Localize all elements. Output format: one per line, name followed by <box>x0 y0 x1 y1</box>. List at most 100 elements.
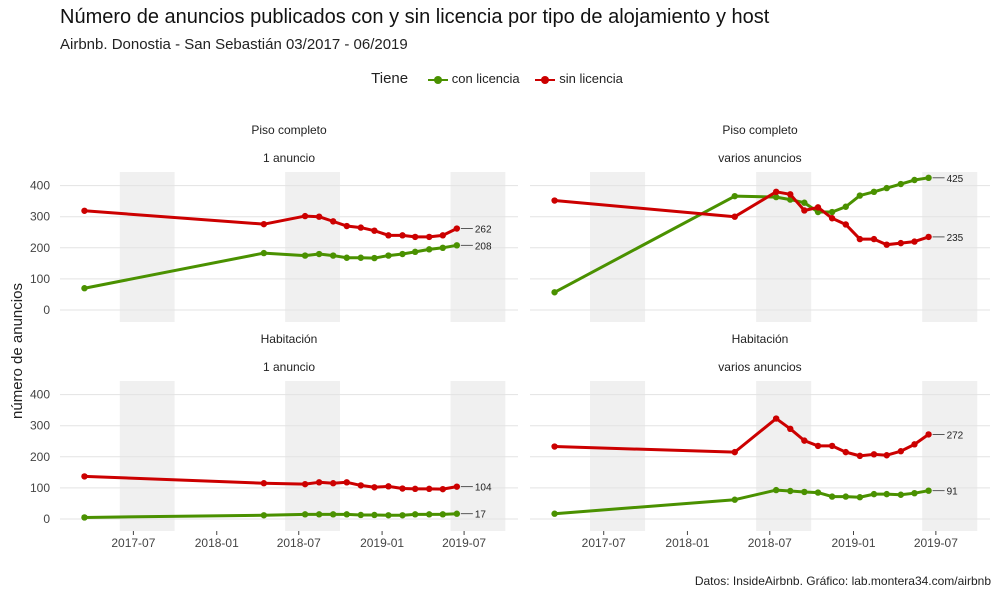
x-tick-label: 2018-01 <box>195 536 239 550</box>
data-point-sin-licencia <box>856 452 864 460</box>
data-point-sin-licencia <box>260 220 268 228</box>
data-point-con-licencia <box>856 494 864 501</box>
data-point-sin-licencia <box>870 235 878 243</box>
end-value-label: 425 <box>947 174 964 185</box>
data-point-sin-licencia <box>842 448 849 456</box>
data-point-sin-licencia <box>301 480 309 488</box>
data-point-con-licencia <box>411 248 419 256</box>
end-value-label: 272 <box>947 430 964 441</box>
data-point-sin-licencia <box>925 233 932 241</box>
y-tick-label: 400 <box>30 179 50 193</box>
data-point-con-licencia <box>371 254 378 262</box>
data-point-con-licencia <box>787 487 794 495</box>
data-point-con-licencia <box>828 208 836 216</box>
data-point-con-licencia <box>426 511 433 518</box>
data-point-sin-licencia <box>411 485 419 493</box>
legend-swatch-sin-licencia <box>535 75 556 85</box>
legend-item-sin-licencia[interactable]: sin licencia <box>535 71 623 86</box>
data-point-sin-licencia <box>439 485 446 493</box>
facet-strip-label: Habitación <box>732 332 789 346</box>
x-tick-label: 2019-01 <box>831 536 875 550</box>
facet-strip-label: Habitación <box>261 332 318 346</box>
data-point-sin-licencia <box>883 241 890 248</box>
data-point-con-licencia <box>842 203 849 210</box>
data-point-con-licencia <box>842 493 849 500</box>
legend-swatch-con-licencia <box>427 75 448 85</box>
data-point-con-licencia <box>925 174 932 182</box>
end-value-label: 17 <box>475 510 487 521</box>
summer-shading <box>922 172 978 322</box>
legend-title: Tiene <box>371 70 409 88</box>
data-point-sin-licencia <box>315 213 323 220</box>
end-value-label: 104 <box>475 483 492 494</box>
y-tick-label: 300 <box>30 210 50 224</box>
data-point-con-licencia <box>315 250 323 258</box>
data-point-sin-licencia <box>343 222 350 230</box>
data-point-con-licencia <box>551 289 558 296</box>
data-point-con-licencia <box>301 511 309 518</box>
data-point-con-licencia <box>870 188 878 196</box>
data-point-sin-licencia <box>399 232 406 239</box>
data-point-con-licencia <box>772 193 780 201</box>
data-point-sin-licencia <box>801 437 808 444</box>
y-tick-label: 200 <box>30 241 50 255</box>
data-point-con-licencia <box>343 254 350 261</box>
data-point-con-licencia <box>371 511 378 519</box>
data-point-con-licencia <box>399 512 406 519</box>
data-point-sin-licencia <box>315 479 323 486</box>
end-value-label: 235 <box>947 233 964 244</box>
y-tick-label: 400 <box>30 388 50 402</box>
data-point-con-licencia <box>731 192 738 200</box>
facet-strip-label: varios anuncios <box>718 151 801 165</box>
data-point-sin-licencia <box>870 451 878 458</box>
summer-shading <box>590 172 646 322</box>
data-point-sin-licencia <box>385 232 392 239</box>
data-point-con-licencia <box>260 512 268 519</box>
legend-item-con-licencia[interactable]: con licencia <box>427 71 520 87</box>
data-point-sin-licencia <box>357 224 365 231</box>
facet-strip-label: 1 anuncio <box>263 360 315 374</box>
data-point-con-licencia <box>883 490 890 498</box>
data-point-sin-licencia <box>911 441 918 448</box>
data-point-con-licencia <box>81 514 88 521</box>
x-tick-label: 2019-01 <box>360 536 404 550</box>
summer-shading <box>119 172 175 322</box>
data-point-sin-licencia <box>357 482 365 489</box>
data-point-sin-licencia <box>883 452 890 459</box>
data-point-con-licencia <box>925 487 932 494</box>
data-point-con-licencia <box>897 491 905 498</box>
data-point-con-licencia <box>81 285 88 292</box>
legend-label-sin-licencia: sin licencia <box>559 71 623 87</box>
data-point-sin-licencia <box>260 480 268 487</box>
data-point-sin-licencia <box>81 207 88 214</box>
chart-subtitle: Airbnb. Donostia - San Sebastián 03/2017… <box>60 36 408 53</box>
data-point-con-licencia <box>329 252 337 259</box>
data-point-sin-licencia <box>772 188 780 196</box>
legend-label-con-licencia: con licencia <box>451 71 520 87</box>
y-tick-label: 100 <box>30 481 50 495</box>
data-point-sin-licencia <box>772 415 780 422</box>
data-point-sin-licencia <box>787 425 794 433</box>
y-tick-label: 300 <box>30 419 50 433</box>
data-point-sin-licencia <box>329 480 337 487</box>
data-point-con-licencia <box>911 489 918 497</box>
data-point-sin-licencia <box>439 232 446 239</box>
x-tick-label: 2017-07 <box>111 536 155 550</box>
data-point-con-licencia <box>911 176 918 184</box>
data-point-con-licencia <box>315 511 323 518</box>
x-tick-label: 2017-07 <box>582 536 626 550</box>
data-point-sin-licencia <box>426 485 433 493</box>
data-point-sin-licencia <box>411 233 419 241</box>
data-point-sin-licencia <box>81 473 88 480</box>
data-point-con-licencia <box>883 184 890 192</box>
data-point-sin-licencia <box>814 442 822 450</box>
data-point-sin-licencia <box>925 431 932 438</box>
y-tick-label: 100 <box>30 272 50 286</box>
data-point-con-licencia <box>772 486 780 494</box>
data-point-sin-licencia <box>551 443 558 450</box>
data-point-con-licencia <box>453 510 461 517</box>
data-point-sin-licencia <box>731 448 738 456</box>
y-tick-label: 200 <box>30 450 50 464</box>
data-point-con-licencia <box>814 489 822 496</box>
